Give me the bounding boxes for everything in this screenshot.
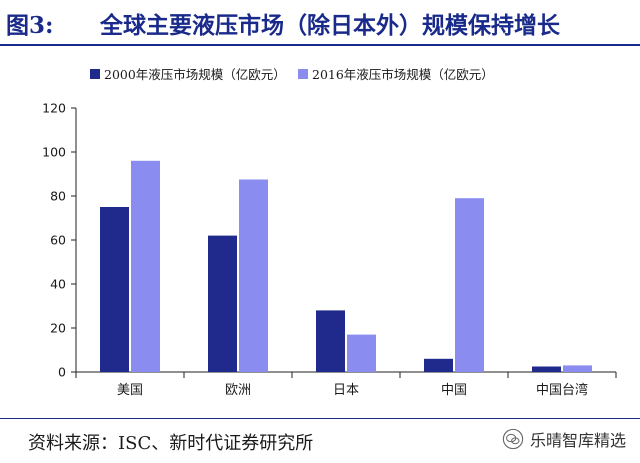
y-tick-label: 100 (42, 145, 66, 160)
watermark: 乐晴智库精选 (502, 427, 626, 451)
bar (239, 179, 268, 372)
bar (316, 310, 345, 372)
y-tick-label: 120 (42, 101, 66, 116)
x-tick-label: 中国台湾 (536, 382, 588, 398)
watermark-text: 乐晴智库精选 (529, 431, 626, 450)
bar (208, 235, 237, 372)
bar (532, 366, 561, 372)
bar (131, 160, 160, 372)
bar (347, 334, 376, 372)
y-tick-label: 20 (50, 321, 66, 336)
wechat-icon (502, 428, 524, 450)
x-tick-label: 中国 (441, 383, 467, 398)
x-tick-label: 欧洲 (225, 383, 251, 398)
bar (563, 365, 592, 372)
x-tick-label: 日本 (333, 383, 359, 398)
y-tick-label: 60 (50, 233, 66, 248)
bar (455, 198, 484, 372)
y-tick-label: 0 (58, 365, 66, 380)
legend-label: 2016年液压市场规模（亿欧元） (312, 67, 494, 82)
legend-swatch (90, 69, 100, 79)
y-tick-label: 40 (50, 277, 66, 292)
legend-label: 2000年液压市场规模（亿欧元） (104, 67, 286, 82)
source-note: 资料来源：ISC、新时代证券研究所 (28, 433, 314, 454)
bar (424, 358, 453, 372)
figure-label: 图3: (6, 12, 54, 39)
y-tick-label: 80 (50, 189, 66, 204)
bar (100, 207, 129, 372)
figure-title: 全球主要液压市场（除日本外）规模保持增长 (100, 12, 560, 39)
x-tick-label: 美国 (117, 383, 143, 398)
figure-header: 图3: 全球主要液压市场（除日本外）规模保持增长 (0, 0, 640, 46)
bar-chart: 2000年液压市场规模（亿欧元） 2016年液压市场规模（亿欧元） 0 20 40 60 8… (42, 67, 617, 398)
figure-footer: 资料来源：ISC、新时代证券研究所 乐晴智库精选 (0, 418, 640, 463)
legend-swatch (298, 69, 308, 79)
